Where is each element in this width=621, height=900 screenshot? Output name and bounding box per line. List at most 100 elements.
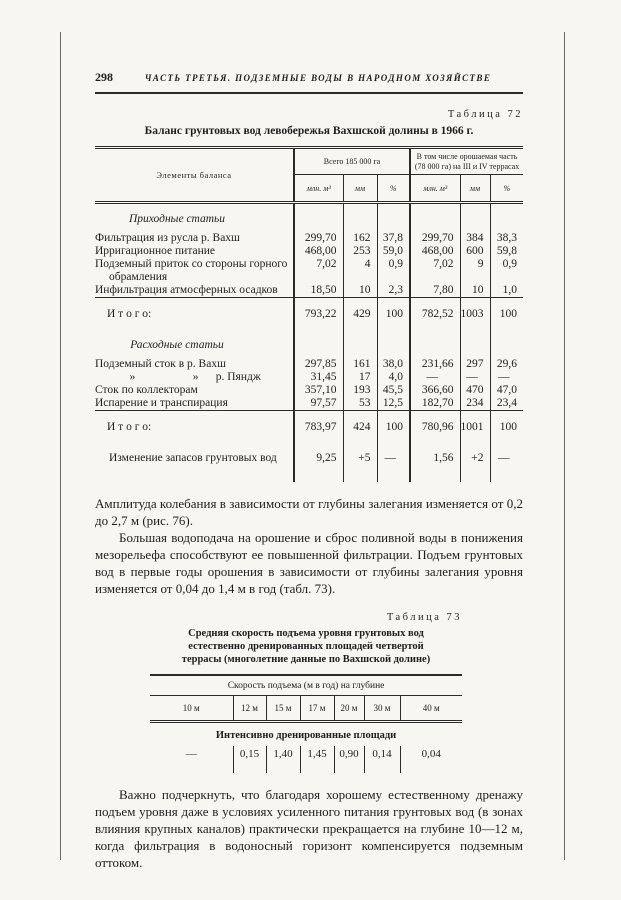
value-cell: 10: [459, 284, 491, 298]
column-header-elements: Элементы баланса: [95, 147, 294, 204]
empty-cell: [265, 760, 300, 773]
value-cell: +2: [459, 443, 491, 465]
unit-header: %: [376, 174, 411, 204]
value-cell: —: [185, 748, 197, 760]
empty-cell: [459, 330, 491, 358]
empty-cell: [399, 760, 463, 773]
row-label: Подземный приток со стороны горного обра…: [95, 258, 291, 283]
value-cell: 4: [342, 258, 377, 284]
value-cell: 47,0: [489, 384, 524, 397]
value-cell: 29,6: [489, 358, 524, 371]
rule-stub-row: [95, 465, 524, 482]
value-cell: 470: [459, 384, 491, 397]
empty-cell: [342, 465, 377, 482]
value-cell: 468,00: [409, 245, 461, 258]
paragraph-drainage: Важно подчеркнуть, что благодаря хорошем…: [95, 787, 523, 870]
value-cell: 37,8: [376, 232, 411, 245]
value-cell: 10: [342, 284, 377, 298]
value-cell: 0,9: [489, 258, 524, 284]
table-row: Сток по коллекторам 357,10 193 45,5 366,…: [95, 384, 524, 397]
subheading-drained-areas: Интенсивно дренированные площади: [215, 730, 397, 741]
empty-cell: [150, 760, 233, 773]
total-row-income: И т о г о: 793,22 429 100 782,52 1003 10…: [95, 297, 524, 330]
table73-span-header-row: Скорость подъема (м в год) на глубине: [150, 675, 463, 696]
rule-stub-row: [150, 760, 463, 773]
value-cell: 38,0: [376, 358, 411, 371]
value-cell: 12,5: [376, 397, 411, 411]
value-cell: 231,66: [409, 358, 461, 371]
value-cell: 600: [459, 245, 491, 258]
value-cell: 45,5: [376, 384, 411, 397]
empty-cell: [293, 465, 343, 482]
table72-label: Таблица 72: [447, 109, 523, 120]
table-row: Ирригационное питание 468,00 253 59,0 46…: [95, 245, 524, 258]
value-cell: 9,25: [293, 443, 343, 465]
value-cell: 7,02: [409, 258, 461, 284]
value-cell: 1,56: [409, 443, 461, 465]
rise-speed-table: Скорость подъема (м в год) на глубине 10…: [150, 674, 463, 773]
value-cell: 4,0: [376, 371, 411, 384]
value-cell: 783,97: [293, 410, 343, 443]
value-cell: 100: [376, 297, 411, 330]
value-cell: 9: [459, 258, 491, 284]
empty-cell: [489, 202, 524, 232]
value-cell: 97,57: [293, 397, 343, 411]
value-cell: 2,3: [376, 284, 411, 298]
depth-header: 30 м: [363, 695, 400, 723]
value-cell: —: [376, 443, 411, 465]
table73-block: Таблица 73 Средняя скорость подъема уров…: [150, 612, 463, 773]
groundwater-balance-table: Элементы баланса Всего 185 000 га В том …: [95, 146, 524, 482]
depth-header: 10 м: [150, 695, 233, 723]
value-cell: 53: [342, 397, 377, 411]
table73-title: Средняя скорость подъема уровня грунтовы…: [181, 628, 431, 665]
value-cell: 297: [459, 358, 491, 371]
row-label: Подземный сток в р. Вахш: [95, 358, 226, 370]
value-cell: 100: [489, 410, 524, 443]
value-cell: 384: [459, 232, 491, 245]
value-cell: 1,40: [265, 746, 300, 760]
value-cell: 100: [489, 297, 524, 330]
empty-cell: [376, 465, 411, 482]
unit-header: мм: [342, 174, 377, 204]
value-cell: 429: [342, 297, 377, 330]
row-label: Изменение запасов грунтовых вод: [109, 452, 277, 464]
table-row: Подземный приток со стороны горного обра…: [95, 258, 524, 284]
empty-cell: [333, 760, 364, 773]
table-row: Испарение и транспирация 97,57 53 12,5 1…: [95, 397, 524, 411]
table72-group-header-row: Элементы баланса Всего 185 000 га В том …: [95, 147, 524, 204]
value-cell: 297,85: [293, 358, 343, 371]
table-row: » » р. Пяндж 31,45 17 4,0 — — —: [95, 371, 524, 384]
table73-values-row: — 0,15 1,40 1,45 0,90 0,14 0,04: [150, 746, 463, 760]
empty-cell: [342, 330, 377, 358]
empty-cell: [95, 465, 294, 482]
value-cell: 17: [342, 371, 377, 384]
depth-header: 12 м: [232, 695, 266, 723]
value-cell: +5: [342, 443, 377, 465]
empty-cell: [342, 202, 377, 232]
value-cell: —: [489, 371, 524, 384]
table-row: Фильтрация из русла р. Вахш 299,70 162 3…: [95, 232, 524, 245]
value-cell: 161: [342, 358, 377, 371]
empty-cell: [363, 760, 400, 773]
value-cell: 253: [342, 245, 377, 258]
value-cell: 782,52: [409, 297, 461, 330]
value-cell: —: [459, 371, 491, 384]
section-heading: Расходные статьи: [130, 339, 224, 351]
total-label: И т о г о:: [95, 297, 294, 330]
total-row-expense: И т о г о: 783,97 424 100 780,96 1001 10…: [95, 410, 524, 443]
value-cell: 366,60: [409, 384, 461, 397]
storage-change-row: Изменение запасов грунтовых вод 9,25 +5 …: [95, 443, 524, 465]
value-cell: 424: [342, 410, 377, 443]
unit-header: %: [489, 174, 524, 204]
empty-cell: [232, 760, 266, 773]
value-cell: 1001: [459, 410, 491, 443]
value-cell: 793,22: [293, 297, 343, 330]
value-cell: 357,10: [293, 384, 343, 397]
row-label: Сток по коллекторам: [95, 384, 198, 396]
value-cell: 0,90: [333, 746, 364, 760]
paragraph-amplitude: Амплитуда колебания в зависимости от глу…: [95, 496, 523, 528]
value-cell: —: [489, 443, 524, 465]
unit-header: млн. м³: [293, 174, 343, 204]
table72-units-row: млн. м³ мм % млн. м³ мм %: [95, 174, 524, 204]
unit-header: мм: [459, 174, 491, 204]
